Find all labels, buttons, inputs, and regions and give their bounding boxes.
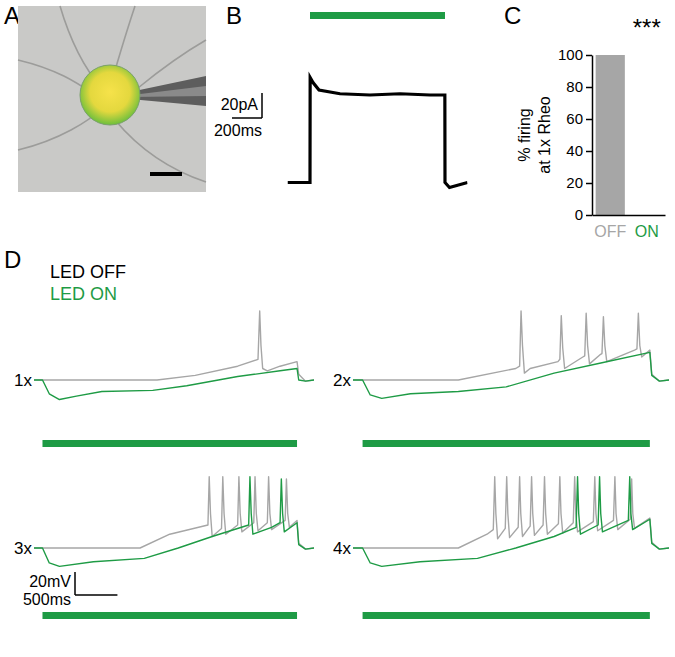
scale-bar-label: 20mV xyxy=(29,573,71,590)
panel-b: 20pA 200ms xyxy=(214,12,468,188)
legend-entry: LED OFF xyxy=(50,262,126,282)
voltage-trace xyxy=(34,477,314,549)
y-tick-mark xyxy=(586,183,592,185)
y-tick: 20 xyxy=(566,174,592,191)
trace-panel-label: 4x xyxy=(333,539,351,558)
significance-annotation: *** xyxy=(633,14,661,41)
scale-bar-vertical xyxy=(261,93,263,118)
y-tick-label: 0 xyxy=(575,206,583,223)
panel-label: D xyxy=(4,246,21,273)
panel-label: B xyxy=(226,2,242,29)
y-tick: 0 xyxy=(575,206,592,223)
y-tick: 40 xyxy=(566,142,592,159)
panel-c: 0 20 40 60 80 100 OFF ON % firingat 1x Rheo *** xyxy=(516,14,666,240)
x-tick: ON xyxy=(635,223,659,240)
trace-panel: 3x xyxy=(14,477,314,619)
x-tick: OFF xyxy=(594,223,626,240)
y-tick-mark xyxy=(586,151,592,153)
y-axis-title: % firing xyxy=(516,108,533,161)
stimulus-bar xyxy=(310,12,445,19)
pipette-lumen xyxy=(132,86,206,97)
trace-panel-label: 2x xyxy=(333,371,351,390)
voltage-trace xyxy=(353,477,669,567)
y-tick-mark xyxy=(586,119,592,121)
x-tick-label: ON xyxy=(635,223,659,240)
plot-area xyxy=(34,311,314,400)
scale-bar-label: 200ms xyxy=(214,122,262,139)
panel-label: C xyxy=(504,2,521,29)
scale-bar-horizontal xyxy=(75,594,117,596)
scale-bar-label: 500ms xyxy=(23,591,71,608)
figure: A B C D 20pA 200ms 0 20 40 60 80 100 OFF ON % firingat… xyxy=(0,0,675,657)
y-tick-label: 100 xyxy=(558,46,583,63)
scale-bar-horizontal xyxy=(232,117,262,119)
y-axis: 0 20 40 60 80 100 xyxy=(558,46,593,223)
voltage-trace xyxy=(353,477,669,549)
legend-entry: LED ON xyxy=(50,284,117,304)
plot-area xyxy=(288,78,468,188)
neurite xyxy=(18,110,100,150)
trace-panel: 1x xyxy=(14,311,314,447)
neurite xyxy=(115,120,206,182)
trace-panel-label: 1x xyxy=(14,371,32,390)
y-tick-label: 20 xyxy=(566,174,583,191)
voltage-trace xyxy=(34,477,314,567)
current-trace xyxy=(288,78,468,188)
y-axis-title: at 1x Rheo xyxy=(536,96,553,173)
scale-bar-vertical xyxy=(74,572,76,595)
voltage-trace xyxy=(353,311,669,381)
trace-panel: 4x xyxy=(333,477,669,619)
plot-area xyxy=(353,477,669,567)
y-axis-line xyxy=(592,56,594,216)
y-tick-mark xyxy=(586,87,592,89)
voltage-trace xyxy=(353,352,669,398)
plot-area xyxy=(34,477,314,567)
cell xyxy=(80,65,140,125)
pipette xyxy=(130,76,206,106)
y-tick-label: 80 xyxy=(566,78,583,95)
panel-label: A xyxy=(4,2,20,29)
y-tick: 100 xyxy=(558,46,592,63)
stimulus-bar xyxy=(363,612,650,619)
panel-a xyxy=(18,6,206,192)
stimulus-bar xyxy=(363,440,650,447)
micrograph-background xyxy=(18,6,206,192)
trace-panel-label: 3x xyxy=(14,539,32,558)
scale-bar xyxy=(150,172,182,176)
plot-area xyxy=(596,55,625,215)
stimulus-bar xyxy=(42,440,297,447)
x-axis: OFF ON xyxy=(593,216,666,241)
voltage-trace xyxy=(34,369,314,400)
y-tick-label: 40 xyxy=(566,142,583,159)
panel-d: LED OFFLED ON 1x 2x 3x 4x 20mV500ms xyxy=(14,262,669,619)
y-tick-mark xyxy=(586,55,592,57)
y-tick: 60 xyxy=(566,110,592,127)
y-tick: 80 xyxy=(566,78,592,95)
x-tick-label: OFF xyxy=(594,223,626,240)
bar xyxy=(596,55,625,215)
y-tick-label: 60 xyxy=(566,110,583,127)
voltage-trace xyxy=(34,311,314,381)
scale-bar-label: 20pA xyxy=(221,96,259,113)
y-tick-mark xyxy=(586,215,592,217)
x-axis-line xyxy=(593,215,666,217)
plot-area xyxy=(353,311,669,398)
trace-panel: 2x xyxy=(333,311,669,447)
stimulus-bar xyxy=(42,612,297,619)
